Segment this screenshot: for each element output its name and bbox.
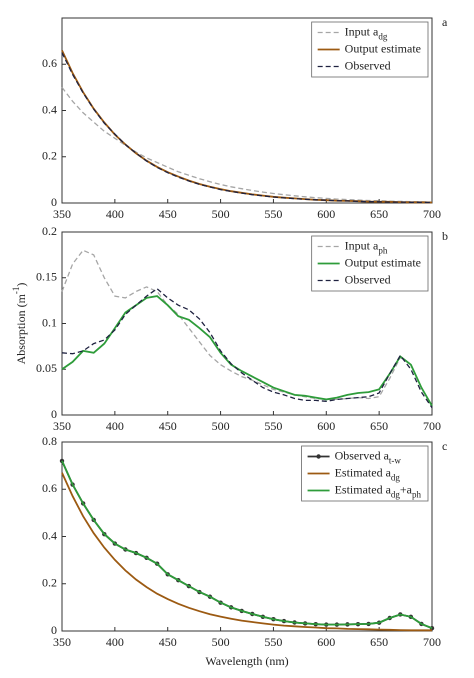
legend-label-part: Output estimate bbox=[345, 255, 421, 269]
y-tick-label: 0 bbox=[51, 407, 57, 421]
y-axis-label-part: ) bbox=[14, 283, 28, 287]
y-tick-label: 0.4 bbox=[42, 102, 57, 116]
legend-label-part: Observed bbox=[345, 58, 391, 72]
series-line bbox=[61, 87, 433, 203]
x-tick-label: 450 bbox=[159, 419, 177, 433]
series-line bbox=[61, 295, 433, 407]
series-line bbox=[61, 287, 433, 409]
series-line bbox=[61, 472, 432, 632]
x-tick-label: 400 bbox=[106, 419, 124, 433]
x-tick-label: 450 bbox=[159, 635, 177, 649]
x-tick-label: 700 bbox=[423, 635, 441, 649]
x-tick-label: 400 bbox=[106, 207, 124, 221]
y-tick-label: 0 bbox=[51, 195, 57, 209]
y-tick-label: 0.2 bbox=[42, 576, 57, 590]
x-tick-label: 450 bbox=[159, 207, 177, 221]
x-tick-label: 350 bbox=[53, 207, 71, 221]
x-tick-label: 600 bbox=[317, 635, 335, 649]
x-tick-label: 550 bbox=[264, 635, 282, 649]
x-tick-label: 700 bbox=[423, 207, 441, 221]
y-tick-label: 0.2 bbox=[42, 149, 57, 163]
legend-label: Input adg bbox=[345, 24, 388, 41]
legend-label-part: t-w bbox=[389, 456, 401, 466]
x-tick-label: 350 bbox=[53, 635, 71, 649]
x-tick-label: 500 bbox=[212, 207, 230, 221]
x-tick-label: 550 bbox=[264, 207, 282, 221]
y-tick-label: 0.1 bbox=[42, 315, 57, 329]
x-tick-label: 400 bbox=[106, 635, 124, 649]
x-tick-label: 700 bbox=[423, 419, 441, 433]
legend-label-part: dg bbox=[391, 490, 401, 500]
x-tick-label: 550 bbox=[264, 419, 282, 433]
legend-label: Observed bbox=[345, 272, 391, 286]
y-tick-label: 0.2 bbox=[42, 224, 57, 238]
legend-label-part: dg bbox=[378, 32, 388, 42]
y-tick-label: 0.6 bbox=[42, 56, 57, 70]
legend-label: Estimated adg+aph bbox=[335, 482, 422, 499]
y-axis-label-part: -1 bbox=[11, 287, 21, 295]
x-tick-label: 650 bbox=[370, 207, 388, 221]
x-tick-label: 600 bbox=[317, 207, 335, 221]
legend-label: Output estimate bbox=[345, 41, 421, 55]
legend-label-part: Estimated a bbox=[335, 482, 392, 496]
legend-label-part: Observed a bbox=[335, 448, 390, 462]
panel-label: b bbox=[442, 229, 448, 243]
legend-label-part: dg bbox=[391, 473, 401, 483]
legend-label-part: +a bbox=[400, 482, 413, 496]
x-tick-label: 500 bbox=[212, 635, 230, 649]
legend-label-part: Input a bbox=[345, 238, 379, 252]
legend-label: Input aph bbox=[345, 238, 388, 255]
panel-label: c bbox=[442, 439, 447, 453]
x-tick-label: 350 bbox=[53, 419, 71, 433]
panel-label: a bbox=[442, 15, 448, 29]
legend-label: Observed at-w bbox=[335, 448, 402, 465]
legend-label: Estimated adg bbox=[335, 465, 401, 482]
y-axis-label-part: Absorption (m bbox=[14, 293, 28, 364]
y-tick-label: 0.05 bbox=[36, 361, 57, 375]
legend-marker bbox=[316, 454, 321, 459]
legend-label-part: Estimated a bbox=[335, 465, 392, 479]
legend-label-part: Input a bbox=[345, 24, 379, 38]
legend-label-part: ph bbox=[378, 246, 388, 256]
legend-label-part: Output estimate bbox=[345, 41, 421, 55]
legend-label: Observed bbox=[345, 58, 391, 72]
y-axis-label: Absorption (m-1) bbox=[11, 283, 28, 365]
y-tick-label: 0.8 bbox=[42, 434, 57, 448]
x-tick-label: 600 bbox=[317, 419, 335, 433]
series-line bbox=[61, 460, 433, 630]
x-tick-label: 650 bbox=[370, 419, 388, 433]
x-axis-label: Wavelength (nm) bbox=[205, 654, 288, 668]
legend-label: Output estimate bbox=[345, 255, 421, 269]
y-tick-label: 0.6 bbox=[42, 481, 57, 495]
x-tick-label: 500 bbox=[212, 419, 230, 433]
series-line bbox=[61, 249, 433, 407]
y-tick-label: 0 bbox=[51, 623, 57, 637]
y-tick-label: 0.15 bbox=[36, 270, 57, 284]
y-tick-label: 0.4 bbox=[42, 528, 57, 542]
legend-label-part: ph bbox=[412, 490, 422, 500]
series-line bbox=[61, 52, 433, 204]
x-tick-label: 650 bbox=[370, 635, 388, 649]
legend-label-part: Observed bbox=[345, 272, 391, 286]
